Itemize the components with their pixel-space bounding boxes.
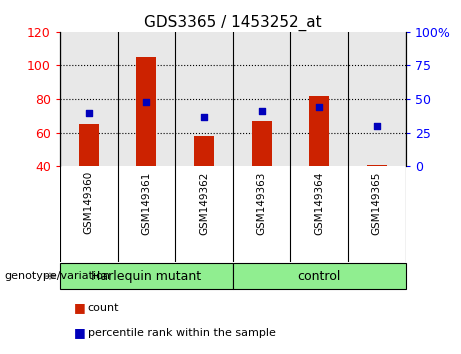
Point xyxy=(258,108,266,114)
Text: Harlequin mutant: Harlequin mutant xyxy=(91,270,201,282)
Text: count: count xyxy=(88,303,119,313)
Text: control: control xyxy=(297,270,341,282)
Text: ■: ■ xyxy=(74,302,85,314)
Bar xyxy=(367,165,387,166)
Bar xyxy=(136,57,156,166)
Text: GSM149363: GSM149363 xyxy=(257,171,266,235)
Text: GSM149362: GSM149362 xyxy=(199,171,209,235)
Title: GDS3365 / 1453252_at: GDS3365 / 1453252_at xyxy=(144,14,322,30)
Point xyxy=(315,104,323,110)
Bar xyxy=(79,124,99,166)
Bar xyxy=(194,136,214,166)
Point xyxy=(200,114,207,119)
Text: GSM149361: GSM149361 xyxy=(142,171,151,235)
Point xyxy=(85,110,92,115)
FancyBboxPatch shape xyxy=(233,263,406,289)
Point xyxy=(142,99,150,105)
Text: percentile rank within the sample: percentile rank within the sample xyxy=(88,328,276,338)
Text: GSM149360: GSM149360 xyxy=(84,171,94,234)
Text: GSM149365: GSM149365 xyxy=(372,171,382,235)
Text: GSM149364: GSM149364 xyxy=(314,171,324,235)
Bar xyxy=(252,121,272,166)
Text: ■: ■ xyxy=(74,326,85,339)
Point xyxy=(373,123,381,129)
Bar xyxy=(309,96,329,166)
FancyBboxPatch shape xyxy=(60,263,233,289)
Text: genotype/variation: genotype/variation xyxy=(5,271,111,281)
